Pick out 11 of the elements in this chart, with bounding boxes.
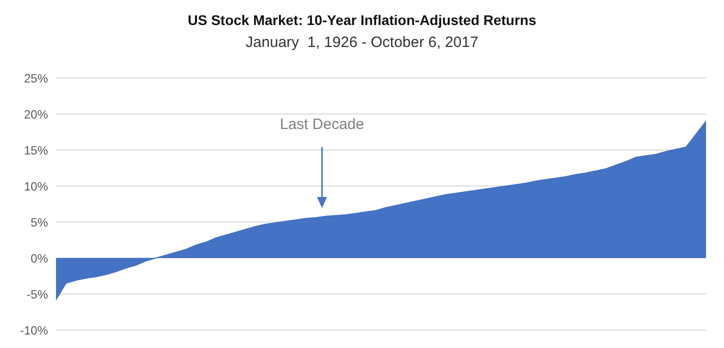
y-tick-label: 0% — [30, 251, 48, 266]
y-tick-label: 25% — [24, 71, 48, 86]
annotation: Last Decade — [278, 116, 366, 133]
y-tick-label: 20% — [24, 107, 48, 122]
chart-title: US Stock Market: 10-Year Inflation-Adjusted Returns — [186, 11, 538, 28]
y-tick-label: 10% — [24, 179, 48, 194]
y-tick-label: 5% — [30, 215, 48, 230]
chart-subtitle: January 1, 1926 - October 6, 2017 — [244, 34, 480, 51]
y-tick-label: -5% — [26, 287, 48, 302]
y-tick-label: 15% — [24, 143, 48, 158]
y-tick-label: -10% — [20, 323, 48, 338]
